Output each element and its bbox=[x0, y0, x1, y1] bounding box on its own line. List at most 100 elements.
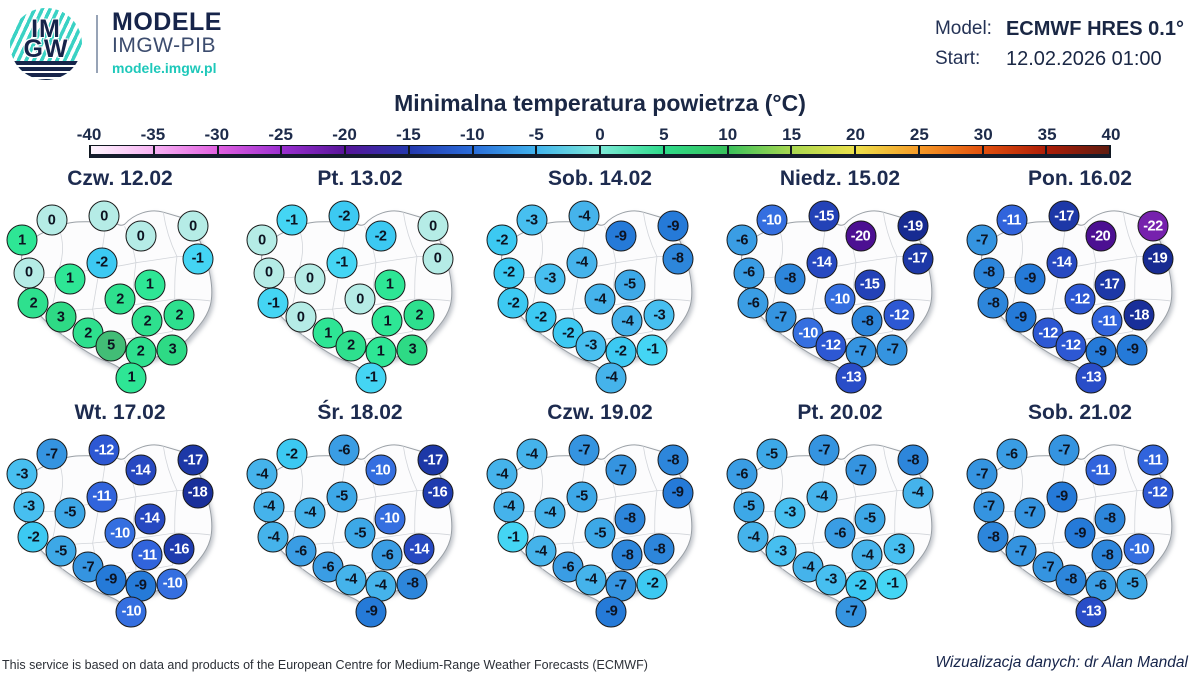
colorbar-tick bbox=[981, 149, 984, 154]
temp-bubble: 2 bbox=[17, 287, 49, 319]
colorbar-tick bbox=[790, 146, 793, 150]
temp-bubble: -5 bbox=[45, 535, 77, 567]
temp-bubble: -3 bbox=[883, 533, 915, 565]
temp-bubble: 3 bbox=[45, 301, 77, 333]
map-panel: Pon. 16.02 -11 -17 -7 -20 -22 -14 -19 -8 -9 -17 -1… bbox=[960, 166, 1200, 396]
maps-grid: Czw. 12.02 0 0 1 0 0 -2 -1 0 1 1 2 2 3 2 2 2 5 2 3 1 Pt. 13… bbox=[0, 166, 1200, 630]
temp-bubble: -2 bbox=[497, 287, 529, 319]
temp-bubble: -2 bbox=[525, 301, 557, 333]
logo-divider bbox=[96, 15, 98, 73]
temp-bubble: -8 bbox=[1055, 564, 1087, 595]
temp-bubble: 2 bbox=[131, 305, 163, 337]
brand-block: MODELE IMGW-PIB modele.imgw.pl bbox=[112, 9, 222, 79]
temp-bubble: -5 bbox=[566, 481, 598, 513]
temp-bubble: 1 bbox=[6, 224, 38, 256]
temp-bubble: -9 bbox=[1005, 301, 1037, 333]
temp-bubble: -2 bbox=[365, 220, 397, 252]
temp-bubble: -10 bbox=[756, 204, 788, 236]
temp-bubble: -1 bbox=[257, 287, 289, 319]
colorbar-tick bbox=[407, 146, 410, 150]
temp-bubble: -7 bbox=[1048, 434, 1080, 466]
temp-bubble: -3 bbox=[13, 491, 45, 523]
brand-url-link[interactable]: modele.imgw.pl bbox=[112, 60, 217, 77]
map-title: Czw. 19.02 bbox=[547, 401, 653, 424]
map-panel: Czw. 12.02 0 0 1 0 0 -2 -1 0 1 1 2 2 3 2 2 2 5 2 3 1 bbox=[0, 166, 240, 396]
temp-bubble: -8 bbox=[1094, 503, 1126, 535]
temp-bubble: -5 bbox=[854, 503, 886, 535]
temp-bubble: -4 bbox=[851, 539, 883, 571]
temp-bubble: -12 bbox=[1055, 330, 1087, 361]
colorbar-tick bbox=[1109, 149, 1111, 154]
temp-bubble: -7 bbox=[808, 434, 840, 466]
temp-bubble: -18 bbox=[182, 477, 214, 509]
colorbar-tick bbox=[662, 146, 665, 150]
temp-bubble: -1 bbox=[326, 247, 358, 279]
footer-note: This service is based on data and produc… bbox=[2, 658, 648, 672]
colorbar-tick-label: -15 bbox=[396, 125, 421, 144]
map-title: Pon. 16.02 bbox=[1028, 167, 1132, 190]
temp-bubble: -8 bbox=[611, 539, 643, 571]
colorbar-tick-label: 15 bbox=[782, 125, 802, 144]
temp-bubble: -9 bbox=[1064, 517, 1096, 549]
temp-bubble: -4 bbox=[253, 491, 285, 523]
temp-bubble: 0 bbox=[177, 210, 209, 242]
temp-bubble: -4 bbox=[806, 481, 838, 513]
attribution: Wizualizacja danych: dr Alan Mandal bbox=[935, 654, 1188, 671]
temp-bubble: -3 bbox=[516, 204, 548, 236]
colorbar-tick bbox=[917, 149, 920, 154]
temp-bubble: -17 bbox=[1048, 200, 1080, 232]
temp-bubble: -7 bbox=[845, 336, 877, 368]
colorbar-tick bbox=[89, 146, 91, 150]
temp-bubble: -3 bbox=[643, 299, 675, 331]
temp-bubble: 0 bbox=[344, 283, 376, 315]
temp-bubble: -14 bbox=[806, 247, 838, 279]
temp-bubble: -6 bbox=[312, 551, 344, 583]
model-info: Model: ECMWF HRES 0.1° Start: 12.02.2026… bbox=[935, 18, 1184, 71]
map-box: -11 -17 -7 -20 -22 -14 -19 -8 -9 -17 -12 -8 -9 -18 -11… bbox=[966, 194, 1194, 396]
temp-bubble: -20 bbox=[1085, 220, 1117, 252]
map-title: Pt. 13.02 bbox=[317, 167, 403, 190]
temp-bubble: -15 bbox=[808, 200, 840, 232]
temp-bubble: -3 bbox=[815, 564, 847, 595]
temp-bubble: -4 bbox=[902, 477, 934, 509]
temp-bubble: -2 bbox=[328, 200, 360, 232]
colorbar-tick-label: -35 bbox=[140, 125, 166, 144]
temp-bubble: 0 bbox=[246, 224, 278, 256]
temp-bubble: -17 bbox=[177, 444, 209, 476]
map-panel: Niedz. 15.02 -10 -15 -6 -20 -19 -14 -17 -6 -8 -15… bbox=[720, 166, 960, 396]
temp-bubble: -4 bbox=[335, 564, 367, 595]
colorbar-tick-label: -20 bbox=[332, 125, 357, 144]
temp-bubble: -6 bbox=[552, 551, 584, 583]
colorbar-tick bbox=[854, 146, 856, 150]
temp-bubble: -10 bbox=[374, 503, 406, 535]
colorbar-tick bbox=[216, 146, 219, 150]
map-box: -2 -6 -4 -10 -17 -5 -16 -4 -4 -10 -5 -4 -6 -14 -6 -6 -4-… bbox=[246, 428, 474, 630]
temp-bubble: -2 bbox=[17, 521, 49, 553]
temp-bubble: 0 bbox=[253, 257, 285, 289]
logo-waves-icon bbox=[10, 61, 82, 80]
temp-bubble: -8 bbox=[774, 263, 806, 295]
temp-bubble: -3 bbox=[6, 458, 38, 490]
model-label: Model: bbox=[934, 18, 992, 39]
temp-bubble: -2 bbox=[276, 438, 308, 470]
temp-bubble: -7 bbox=[36, 438, 68, 470]
map-title: Czw. 12.02 bbox=[67, 167, 173, 190]
temp-bubble: 0 bbox=[36, 204, 68, 236]
temp-bubble: -4 bbox=[534, 497, 566, 529]
temp-bubble: -4 bbox=[737, 521, 769, 553]
temp-bubble: -7 bbox=[605, 570, 637, 602]
temp-bubble: -8 bbox=[662, 243, 694, 275]
temp-bubble: 3 bbox=[156, 334, 188, 366]
temp-bubble: -7 bbox=[605, 454, 637, 486]
temp-bubble: -6 bbox=[726, 458, 758, 490]
temp-bubble: 0 bbox=[88, 200, 120, 232]
temp-bubble: 0 bbox=[294, 263, 326, 295]
temp-bubble: -13 bbox=[1075, 362, 1107, 394]
temp-bubble: -9 bbox=[1116, 334, 1148, 366]
colorbar-tick-label: 40 bbox=[1101, 125, 1121, 144]
temp-bubble: -10 bbox=[1123, 533, 1155, 565]
colorbar-tick bbox=[1045, 146, 1048, 150]
temp-bubble: -22 bbox=[1137, 210, 1169, 242]
logo-area: IM GW MODELE IMGW-PIB modele.imgw.pl bbox=[10, 8, 1186, 80]
colorbar-tick bbox=[535, 146, 538, 150]
